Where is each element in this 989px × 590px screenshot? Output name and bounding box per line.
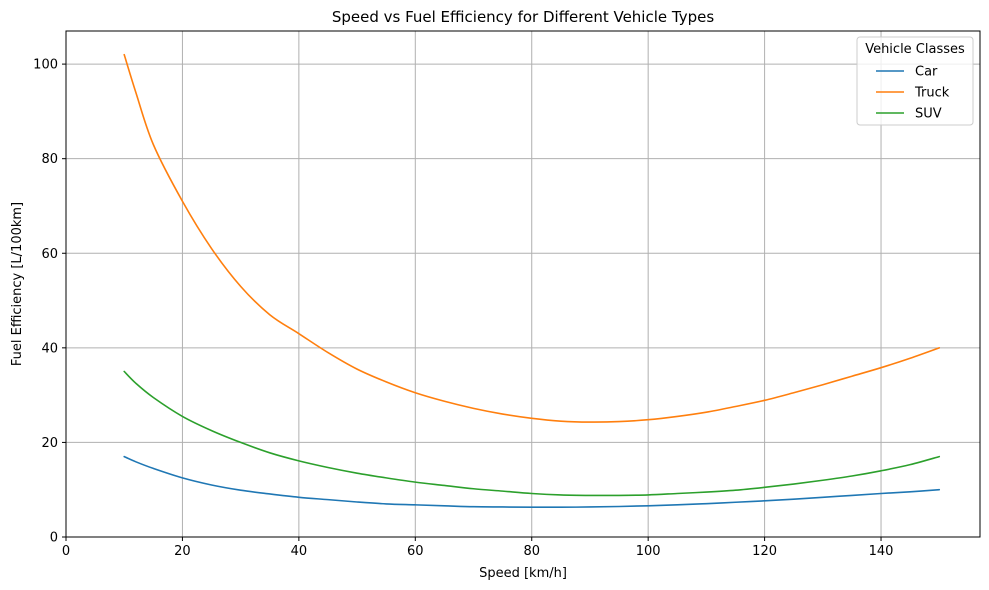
y-axis-title: Fuel Efficiency [L/100km]	[10, 202, 25, 366]
legend-label-truck: Truck	[914, 86, 950, 101]
y-tick-label: 0	[50, 531, 58, 546]
x-tick-label: 60	[407, 544, 424, 559]
x-tick-label: 40	[291, 544, 308, 559]
legend-title: Vehicle Classes	[865, 42, 965, 57]
x-tick-label: 20	[174, 544, 191, 559]
series-lines	[123, 53, 941, 509]
x-tick-label: 100	[636, 544, 661, 559]
series-line-suv	[123, 370, 941, 497]
y-tick-label: 100	[33, 58, 58, 73]
x-axis-ticks: 0 20 40 60 80 100 120 140	[62, 537, 894, 559]
series-line-car	[123, 455, 941, 509]
legend-label-car: Car	[915, 65, 938, 80]
x-tick-label: 80	[523, 544, 540, 559]
y-tick-label: 60	[41, 247, 58, 262]
legend: Vehicle Classes Car Truck SUV	[856, 36, 974, 126]
x-tick-label: 120	[752, 544, 777, 559]
series-line-truck	[123, 53, 941, 423]
x-axis-title: Speed [km/h]	[479, 566, 567, 581]
x-tick-label: 0	[62, 544, 70, 559]
legend-label-suv: SUV	[915, 107, 942, 122]
y-axis-ticks: 0 20 40 60 80 100	[33, 58, 66, 546]
legend-box	[856, 36, 974, 126]
y-tick-label: 40	[41, 341, 58, 356]
y-tick-label: 80	[41, 152, 58, 167]
chart-title: Speed vs Fuel Efficiency for Different V…	[332, 8, 715, 26]
y-tick-label: 20	[41, 436, 58, 451]
plot-frame	[65, 30, 981, 538]
grid-lines	[65, 31, 980, 538]
x-tick-label: 140	[869, 544, 894, 559]
